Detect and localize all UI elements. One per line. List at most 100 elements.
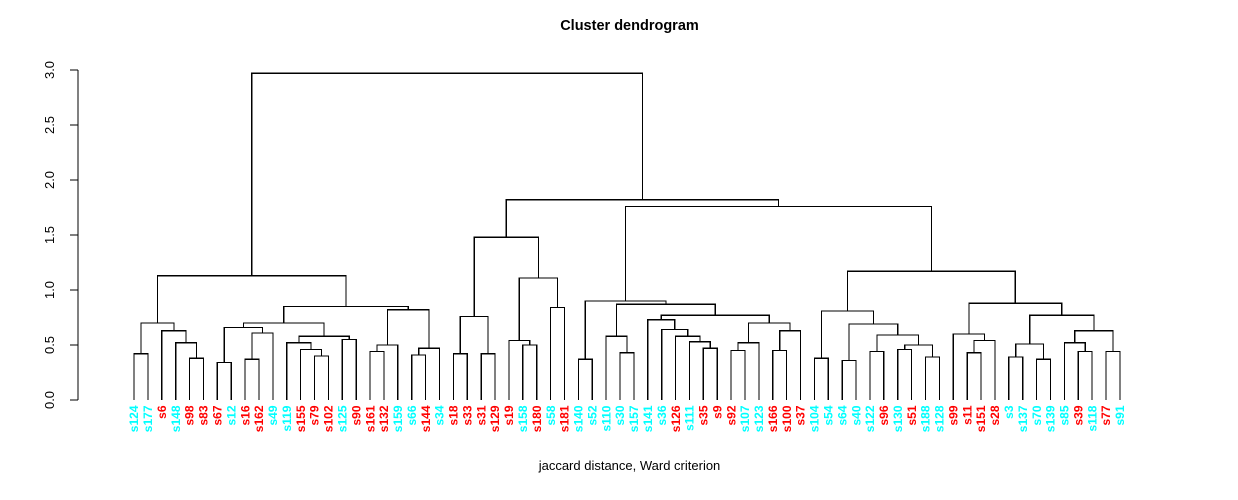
dendrogram-link [286, 342, 312, 400]
y-axis-tick-label: 1.0 [42, 281, 57, 299]
leaf-label: s102 [322, 405, 336, 432]
leaf-label: s130 [891, 405, 905, 432]
dendrogram-link [584, 300, 667, 360]
dendrogram-link [730, 349, 746, 400]
leaf-label: s137 [1016, 405, 1030, 432]
leaf-label: s67 [211, 405, 225, 425]
dendrogram-link [251, 332, 274, 400]
y-axis-tick-label: 0.0 [42, 391, 57, 409]
leaf-label: s157 [627, 405, 641, 432]
dendrogram-link [841, 359, 857, 400]
leaf-label: s90 [349, 405, 363, 425]
dendrogram-link [660, 314, 770, 323]
dendrogram-link [605, 335, 628, 400]
leaf-label: s119 [280, 405, 294, 431]
dendrogram-link [411, 354, 427, 400]
leaf-label: s129 [488, 405, 502, 432]
dendrogram-link [161, 330, 187, 400]
leaf-label: s111 [683, 405, 697, 431]
dendrogram-link [625, 205, 932, 301]
dendrogram-link [973, 340, 996, 400]
leaf-label: s52 [585, 405, 599, 425]
dendrogram-link [577, 358, 593, 400]
leaf-label: s98 [183, 405, 197, 425]
leaf-label: s64 [835, 405, 849, 425]
dendrogram-link [674, 335, 701, 400]
dendrogram-link [518, 277, 559, 341]
leaf-label: s33 [460, 405, 474, 425]
leaf-label: s37 [794, 405, 808, 425]
dendrogram-link [968, 302, 1063, 334]
dendrogram-link [480, 353, 496, 400]
leaf-label: s19 [502, 405, 516, 425]
dendrogram-link [156, 275, 347, 323]
y-axis-tick-label: 2.5 [42, 116, 57, 134]
dendrogram-link [505, 199, 780, 238]
leaf-label: s79 [308, 405, 322, 425]
leaf-label: s122 [863, 405, 877, 432]
y-axis-tick-label: 2.0 [42, 171, 57, 189]
leaf-label: s34 [433, 405, 447, 425]
dendrogram-link [737, 342, 760, 400]
dendrogram-link [869, 351, 885, 400]
dendrogram-link [619, 352, 635, 400]
leaf-label: s104 [808, 405, 822, 432]
x-axis-caption: jaccard distance, Ward criterion [538, 458, 721, 473]
leaf-label: s92 [724, 405, 738, 425]
leaf-label: s31 [474, 405, 488, 425]
leaf-label: s49 [266, 405, 280, 425]
dendrogram-link [772, 349, 788, 400]
dendrogram-link [702, 347, 718, 400]
leaf-label: s11 [960, 405, 974, 425]
leaf-label: s18 [447, 405, 461, 425]
leaf-label: s126 [669, 405, 683, 432]
leaf-label: s39 [1071, 405, 1085, 425]
leaf-label: s180 [530, 405, 544, 432]
dendrogram-link [549, 307, 566, 400]
dendrogram-link [140, 322, 175, 354]
leaf-label: s77 [1099, 405, 1113, 425]
y-axis-tick-label: 0.5 [42, 336, 57, 354]
leaf-label: s83 [197, 405, 211, 425]
leaf-label: s166 [766, 405, 780, 432]
dendrogram-link [300, 348, 323, 400]
dendrogram-link [1105, 351, 1121, 400]
leaf-label: s28 [988, 405, 1002, 425]
leaf-label: s110 [599, 405, 613, 431]
dendrogram-link [846, 270, 1016, 311]
dendrogram-link [508, 340, 531, 400]
leaf-label: s30 [613, 405, 627, 425]
leaf-label: s36 [655, 405, 669, 425]
chart-title: Cluster dendrogram [560, 18, 699, 34]
dendrogram-link [848, 323, 899, 361]
dendrogram-link [313, 355, 329, 400]
dendrogram-link [1035, 358, 1052, 400]
leaf-label: s91 [1113, 405, 1127, 425]
leaf-label: s54 [822, 405, 836, 425]
leaf-label: s107 [738, 405, 752, 432]
leaf-label: s124 [127, 405, 141, 432]
dendrogram-link [386, 309, 430, 349]
leaf-labels: s124 s177 s6 s148 s98 s83 s67 s12 s16 s162 s49 s119… [127, 405, 1127, 432]
dendrogram-link [251, 72, 643, 276]
dendrogram-link [242, 322, 325, 337]
leaf-label: s139 [1044, 405, 1058, 432]
leaf-label: s155 [294, 405, 308, 432]
dendrogram-link [688, 341, 711, 400]
leaf-label: s162 [252, 405, 266, 432]
leaf-label: s161 [363, 405, 377, 432]
leaf-label: s96 [877, 405, 891, 425]
dendrogram-link [966, 352, 982, 400]
leaf-label: s125 [335, 405, 349, 432]
dendrogram-link [188, 357, 205, 400]
dendrogram-link [1008, 356, 1024, 400]
leaf-label: s128 [933, 405, 947, 432]
leaf-label: s3 [1002, 405, 1016, 419]
leaf-label: s177 [141, 405, 155, 432]
leaf-label: s35 [697, 405, 711, 425]
y-axis [70, 69, 79, 401]
dendrogram-link [897, 348, 913, 400]
leaf-label: s40 [849, 405, 863, 425]
leaf-label: s141 [641, 405, 655, 432]
